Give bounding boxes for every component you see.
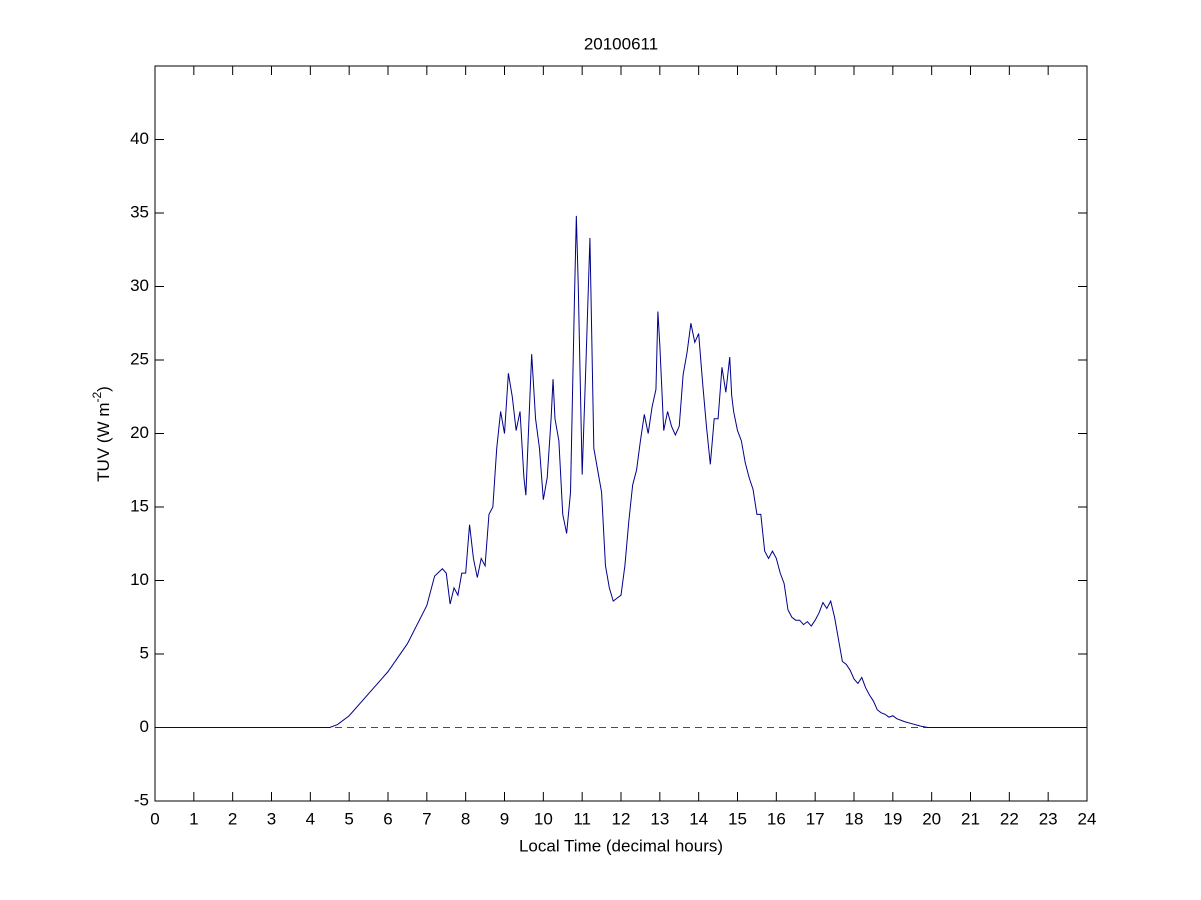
y-tick-label: 25 — [130, 349, 149, 368]
x-tick-label: 0 — [150, 809, 159, 828]
x-tick-label: 7 — [422, 809, 431, 828]
x-tick-label: 10 — [534, 809, 553, 828]
x-tick-label: 14 — [689, 809, 708, 828]
x-tick-label: 4 — [306, 809, 315, 828]
x-tick-label: 3 — [267, 809, 276, 828]
x-tick-label: 24 — [1078, 809, 1097, 828]
x-tick-label: 16 — [767, 809, 786, 828]
y-tick-label: 15 — [130, 496, 149, 515]
y-tick-label: -5 — [134, 790, 149, 809]
y-tick-label: 30 — [130, 276, 149, 295]
x-tick-label: 15 — [728, 809, 747, 828]
x-tick-label: 23 — [1039, 809, 1058, 828]
x-tick-label: 8 — [461, 809, 470, 828]
x-tick-label: 19 — [883, 809, 902, 828]
chart-title: 20100611 — [584, 34, 658, 53]
x-tick-label: 13 — [650, 809, 669, 828]
y-tick-label: 10 — [130, 570, 149, 589]
y-axis-label-suffix: ) — [94, 386, 113, 392]
y-tick-label: 0 — [140, 717, 149, 736]
x-tick-label: 17 — [806, 809, 825, 828]
x-tick-label: 22 — [1000, 809, 1019, 828]
y-axis-label-superscript: -2 — [90, 392, 104, 403]
y-axis-label-text: TUV (W m — [94, 403, 113, 482]
plot-frame — [154, 65, 1088, 802]
x-tick-label: 12 — [612, 809, 631, 828]
x-tick-label: 1 — [189, 809, 198, 828]
y-tick-label: 5 — [140, 643, 149, 662]
x-tick-label: 9 — [500, 809, 509, 828]
x-tick-label: 21 — [961, 809, 980, 828]
y-tick-label: 35 — [130, 202, 149, 221]
x-tick-label: 20 — [922, 809, 941, 828]
x-tick-label: 6 — [383, 809, 392, 828]
y-tick-label: 40 — [130, 129, 149, 148]
x-tick-label: 18 — [845, 809, 864, 828]
data-line — [155, 215, 1087, 728]
x-axis-label: Local Time (decimal hours) — [519, 836, 723, 855]
y-tick-label: 20 — [130, 423, 149, 442]
x-tick-label: 5 — [344, 809, 353, 828]
y-axis-label: TUV (W m-2) — [90, 386, 113, 482]
x-tick-label: 2 — [228, 809, 237, 828]
x-tick-label: 11 — [573, 809, 591, 828]
